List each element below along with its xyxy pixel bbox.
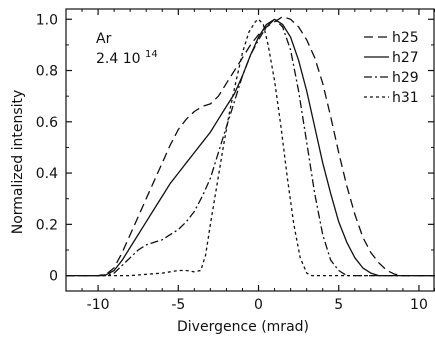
plot-border bbox=[65, 8, 435, 292]
x-tick-label: 5 bbox=[334, 297, 343, 313]
y-tick-label: 0.8 bbox=[36, 64, 58, 80]
y-tick-label: 0.6 bbox=[36, 115, 58, 131]
legend-label-h29: h29 bbox=[392, 70, 419, 86]
annotation-gas: Ar bbox=[96, 31, 112, 47]
legend-label-h31: h31 bbox=[392, 90, 419, 106]
annotation: Ar 2.4 10 14 bbox=[96, 31, 158, 67]
x-ticks: -10 -5 0 5 10 bbox=[65, 9, 435, 313]
x-tick-label: -5 bbox=[171, 297, 185, 313]
y-tick-label: 0 bbox=[49, 269, 58, 285]
annotation-intensity: 2.4 10 14 bbox=[96, 49, 158, 67]
annotation-intensity-base: 2.4 10 bbox=[96, 51, 141, 67]
plot-frame bbox=[65, 8, 435, 292]
series-line-h29 bbox=[66, 18, 435, 277]
x-axis-label: Divergence (mrad) bbox=[177, 319, 309, 335]
series-line-h25 bbox=[66, 16, 435, 277]
legend-label-h25: h25 bbox=[392, 30, 419, 46]
y-axis-label: Normalized intensity bbox=[10, 90, 26, 235]
series-lines bbox=[66, 16, 435, 277]
series-line-h27 bbox=[66, 18, 435, 277]
y-tick-label: 1.0 bbox=[36, 12, 58, 28]
x-tick-label: -10 bbox=[87, 297, 110, 313]
legend: h25 h27 h29 h31 bbox=[364, 30, 419, 106]
y-tick-label: 0.4 bbox=[36, 166, 58, 182]
series-line-h31 bbox=[66, 18, 435, 277]
y-tick-label: 0.2 bbox=[36, 217, 58, 233]
y-ticks: 0 0.2 0.4 0.6 0.8 1.0 bbox=[36, 12, 434, 285]
x-tick-label: 10 bbox=[410, 297, 428, 313]
x-tick-label: 0 bbox=[254, 297, 263, 313]
annotation-intensity-exponent: 14 bbox=[145, 49, 158, 60]
legend-label-h27: h27 bbox=[392, 50, 419, 66]
